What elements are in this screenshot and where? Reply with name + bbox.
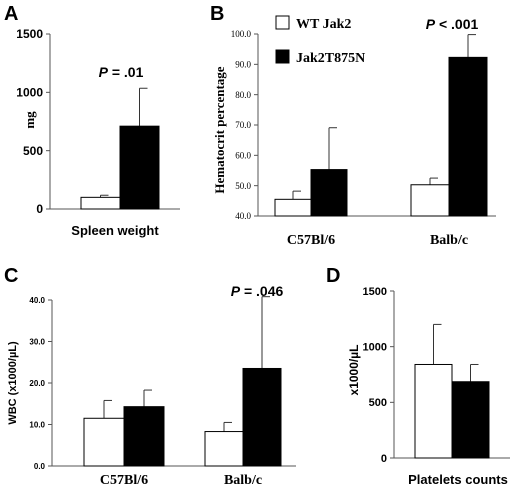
- panel-letter-d: D: [326, 265, 340, 287]
- p-value-label: P = .046: [231, 283, 284, 299]
- y-tick-label: 70.0: [235, 120, 251, 130]
- p-value-label: P < .001: [426, 16, 479, 32]
- y-tick-label: 40.0: [235, 211, 251, 221]
- panel-letter-b: B: [210, 3, 224, 25]
- bar-wt: [204, 431, 244, 467]
- category-label: Balb/c: [224, 473, 262, 484]
- legend: WT Jak2 Jak2T875N: [275, 15, 365, 66]
- bar-wt: [83, 417, 125, 467]
- category-label: Balb/c: [430, 233, 468, 248]
- legend-label-mutant: Jak2T875N: [296, 51, 365, 66]
- p-value-label: P = .01: [99, 64, 144, 80]
- bar-wt: [410, 184, 450, 217]
- x-axis-label: Platelets counts: [408, 472, 508, 484]
- y-tick-label: 1500: [16, 27, 43, 41]
- y-tick-label: 500: [369, 397, 387, 409]
- y-axis-label: Hematocrit percentage: [212, 66, 227, 193]
- bar-mutant: [119, 125, 160, 210]
- category-label: C57Bl/6: [100, 473, 148, 484]
- legend-swatch-wt: [275, 15, 290, 30]
- y-axis-label: mg: [22, 111, 37, 129]
- y-tick-label: 90.0: [235, 59, 251, 69]
- panel-a: A 0 500 1000 1500 mg Spleen weight P = .01: [4, 3, 180, 238]
- y-tick-label: 10.0: [29, 420, 45, 429]
- bar-mutant: [242, 367, 282, 467]
- y-axis-label: x1000/µL: [347, 345, 361, 396]
- y-tick-label: 1500: [363, 286, 387, 298]
- panel-d: D 0 500 1000 1500 x1000/µL Platelets counts: [326, 265, 510, 484]
- y-axis-label: WBC (x1000/µL): [7, 341, 19, 425]
- y-tick-label: 0.0: [34, 462, 46, 471]
- bar-wt: [414, 363, 453, 459]
- y-tick-label: 500: [23, 144, 43, 158]
- panel-c: C 0.0 10.0 20.0 30.0 40.0 WBC (x1000/µL) C57Bl…: [4, 265, 296, 484]
- x-axis-label: Spleen weight: [71, 223, 159, 238]
- y-tick-label: 1000: [16, 86, 43, 100]
- bar-mutant: [123, 406, 165, 467]
- y-tick-label: 100.0: [231, 29, 252, 39]
- y-tick-label: 80.0: [235, 90, 251, 100]
- y-tick-label: 1000: [363, 342, 387, 354]
- panel-b: B 40.0 50.0 60.0 70.0 80.0 90.0 100.0 Hematocri…: [210, 3, 496, 248]
- bar-wt: [80, 196, 121, 210]
- bar-wt: [274, 198, 312, 217]
- bar-mutant: [448, 56, 488, 217]
- bar-mutant: [310, 169, 348, 217]
- legend-label-wt: WT Jak2: [296, 17, 351, 32]
- panel-letter-c: C: [4, 265, 18, 287]
- y-tick-label: 60.0: [235, 150, 251, 160]
- y-tick-label: 50.0: [235, 181, 251, 191]
- y-tick-label: 30.0: [29, 337, 45, 346]
- bar-mutant: [451, 381, 490, 459]
- y-tick-label: 20.0: [29, 379, 45, 388]
- legend-swatch-mutant: [275, 49, 290, 64]
- y-tick-label: 0: [36, 202, 43, 216]
- panel-letter-a: A: [4, 3, 18, 25]
- category-label: C57Bl/6: [287, 233, 335, 248]
- y-tick-label: 0: [381, 453, 387, 465]
- y-tick-label: 40.0: [29, 296, 45, 305]
